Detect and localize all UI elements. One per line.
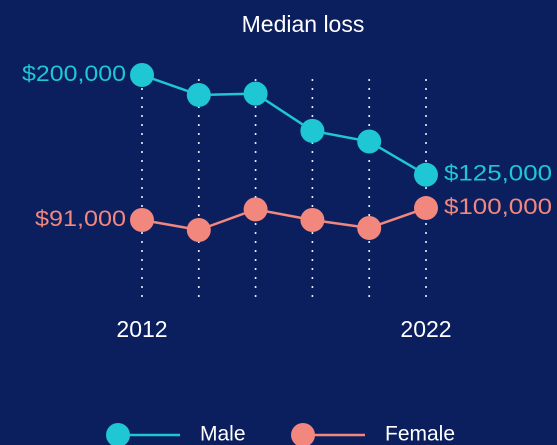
legend-label: Female [385, 423, 455, 445]
chart-title: Median loss [242, 11, 365, 37]
label-bg [108, 314, 176, 346]
data-label: $200,000 [22, 61, 126, 86]
data-label: $125,000 [444, 161, 552, 186]
point [357, 129, 382, 154]
point [130, 208, 154, 233]
point [243, 197, 268, 222]
point [414, 196, 438, 221]
data-label: $91,000 [35, 206, 126, 231]
label-bg [392, 314, 460, 346]
point [357, 216, 382, 241]
x-tick-label: 2012 [116, 316, 167, 342]
point [414, 162, 438, 187]
x-tick-label: 2022 [400, 316, 451, 342]
point [186, 82, 211, 107]
data-label: $100,000 [444, 194, 552, 219]
point [300, 118, 325, 143]
point [300, 208, 325, 233]
point [130, 63, 154, 87]
legend-label: Male [200, 423, 246, 445]
point [243, 81, 268, 106]
legend-marker [291, 423, 315, 445]
legend-marker [106, 423, 130, 445]
point [186, 218, 211, 242]
